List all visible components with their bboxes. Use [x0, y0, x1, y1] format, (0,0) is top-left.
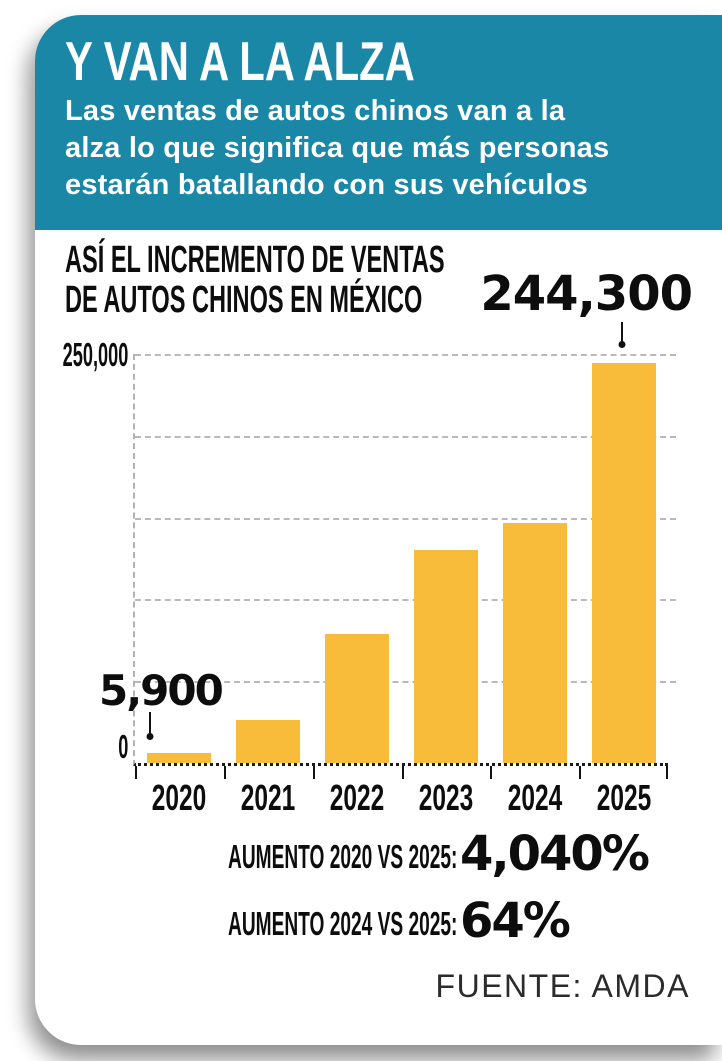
bar-2020	[147, 753, 212, 763]
subtitle-line: alza lo que significa que más personas	[65, 132, 610, 164]
x-axis-label-2025: 2025	[596, 777, 651, 818]
bar-2021	[236, 720, 301, 763]
gridline	[135, 354, 676, 356]
y-axis-label-0: 0	[117, 728, 128, 765]
gridline	[135, 681, 676, 684]
infographic-card: Y VAN A LA ALZA Las ventas de autos chin…	[35, 15, 722, 1045]
subtitle-line: estarán batallando con sus vehículos	[65, 169, 588, 201]
chart-title: ASÍ EL INCREMENTO DE VENTAS DE AUTOS CHI…	[65, 240, 677, 320]
source-credit: FUENTE: AMDA	[435, 968, 690, 1004]
x-axis-label-2021: 2021	[241, 777, 296, 818]
x-axis-tick	[666, 766, 668, 779]
main-title: Y VAN A LA ALZA	[65, 33, 722, 89]
header-banner: Y VAN A LA ALZA Las ventas de autos chin…	[35, 15, 722, 230]
x-axis-tick	[312, 766, 315, 779]
chart-title-line: DE AUTOS CHINOS EN MÉXICO	[65, 279, 423, 321]
x-axis-tick	[223, 766, 226, 779]
main-title-text: Y VAN A LA ALZA	[65, 30, 415, 92]
x-axis-label-2024: 2024	[507, 777, 562, 818]
x-axis-label-2023: 2023	[418, 777, 474, 818]
gridline	[135, 517, 676, 520]
bar-chart-plot: 2020 2021 2022 2023 2024 2025	[133, 354, 676, 818]
bar-2022	[325, 633, 390, 763]
bar-2023	[413, 550, 478, 763]
x-axis-tick	[135, 766, 137, 779]
gridline	[135, 435, 676, 438]
x-axis-label-2022: 2022	[329, 777, 385, 818]
bar-2024	[502, 522, 567, 763]
pointer-line-2020	[149, 712, 151, 736]
x-axis-tick	[579, 766, 582, 779]
x-axis-label-2020: 2020	[152, 777, 207, 818]
chart-title-line: ASÍ EL INCREMENTO DE VENTAS	[65, 239, 445, 281]
data-label-2025: 244,300	[480, 266, 693, 322]
chart-section: ASÍ EL INCREMENTO DE VENTAS DE AUTOS CHI…	[35, 230, 722, 1045]
subtitle: Las ventas de autos chinos van a la alza…	[65, 93, 722, 204]
bar-2025	[591, 363, 656, 763]
x-axis-tick	[401, 766, 404, 779]
pointer-line-2025	[621, 322, 623, 344]
stat-label-2024-vs-2025: AUMENTO 2024 VS 2025:	[228, 905, 458, 942]
gridline	[135, 599, 676, 602]
y-axis-label-250000: 250,000	[62, 336, 128, 373]
x-axis-tick	[490, 766, 493, 779]
stat-value-2020-vs-2025: 4,040%	[460, 826, 650, 882]
subtitle-line: Las ventas de autos chinos van a la	[65, 95, 566, 127]
stat-label-2020-vs-2025: AUMENTO 2020 VS 2025:	[228, 838, 458, 875]
data-label-2020: 5,900	[99, 666, 224, 715]
stat-value-2024-vs-2025: 64%	[460, 893, 571, 949]
